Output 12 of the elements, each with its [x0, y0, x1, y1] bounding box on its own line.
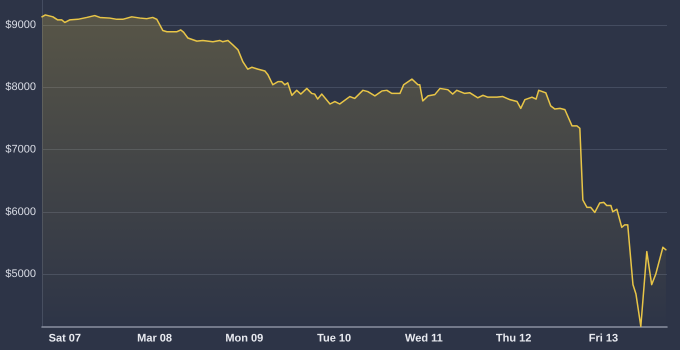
x-tick-label: Wed 11: [405, 332, 443, 344]
y-tick-label: $8000: [5, 81, 36, 94]
x-tick-label: Mon 09: [225, 332, 264, 344]
y-tick-label: $5000: [5, 268, 36, 280]
x-tick-label: Sat 07: [48, 332, 82, 344]
y-tick-label: $7000: [5, 143, 36, 156]
x-tick-label: Fri 13: [588, 332, 618, 344]
y-tick-label: $6000: [5, 206, 36, 218]
x-tick-label: Mar 08: [137, 332, 172, 344]
y-tick-label: $9000: [5, 18, 36, 31]
x-tick-label: Tue 10: [317, 332, 352, 344]
x-tick-label: Thu 12: [496, 332, 532, 344]
